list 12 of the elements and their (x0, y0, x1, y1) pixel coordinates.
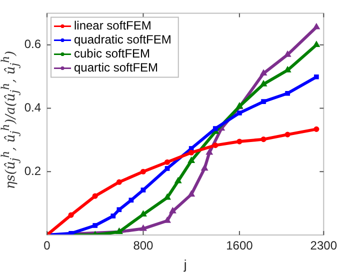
legend-label: quartic softFEM (74, 60, 158, 75)
x-tick-label: 2300 (310, 238, 338, 253)
legend-label: linear softFEM (74, 18, 152, 33)
x-tick-label: 1600 (226, 238, 254, 253)
x-tick-label: 800 (133, 238, 154, 253)
legend-label: cubic softFEM (74, 46, 150, 61)
y-tick-label: 0.2 (24, 164, 42, 178)
x-tick-label: 0 (44, 238, 51, 253)
legend-label: quadratic softFEM (74, 32, 172, 47)
x-axis-title: j (182, 256, 187, 272)
y-tick-label: 0.4 (24, 100, 42, 115)
y-tick-label: 0.6 (24, 37, 42, 52)
